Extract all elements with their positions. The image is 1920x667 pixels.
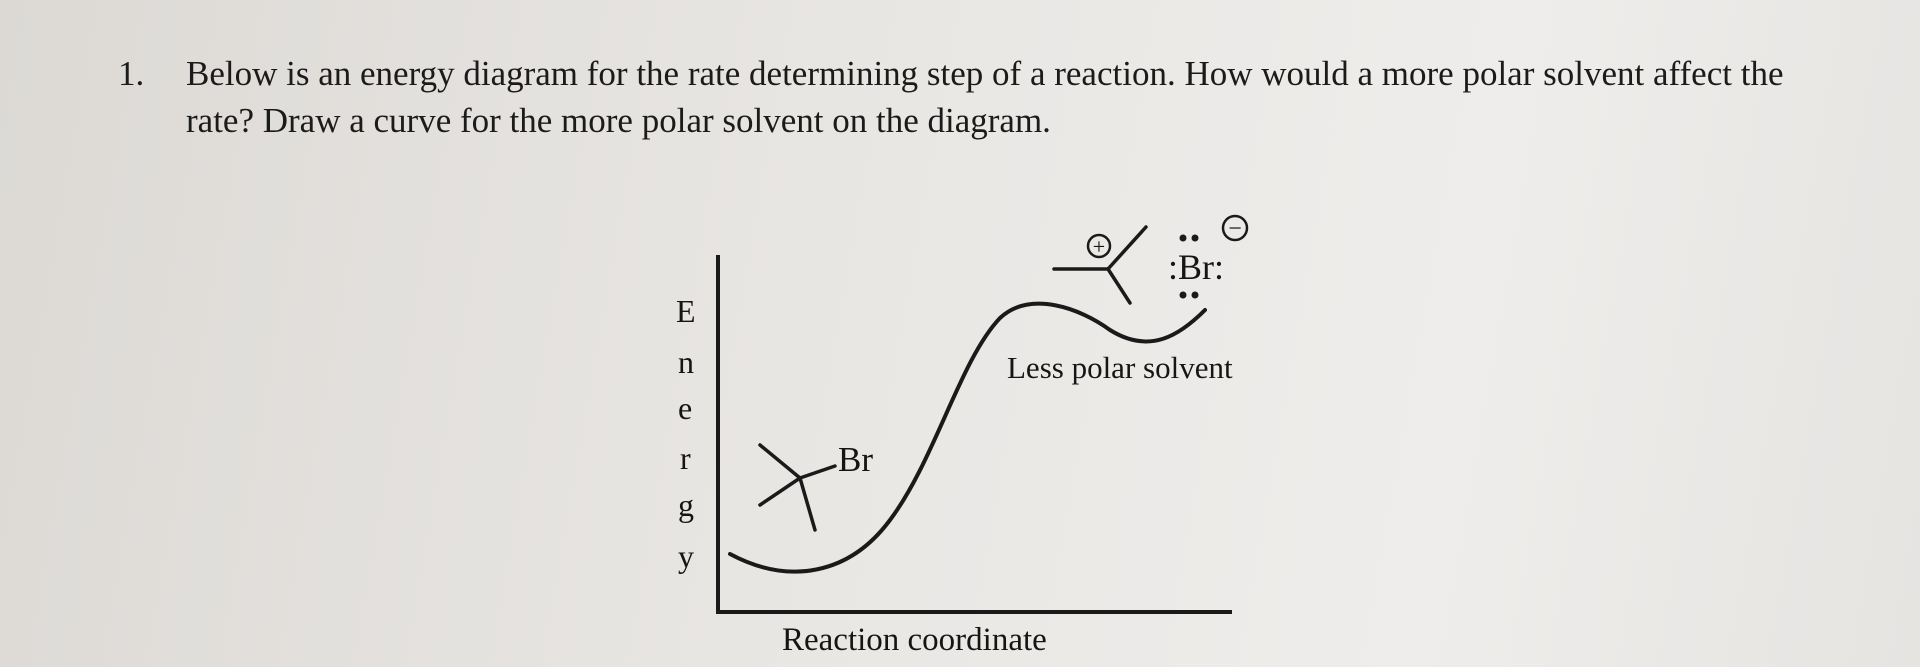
question-number: 1. — [118, 54, 145, 93]
y-axis-letter: e — [678, 390, 692, 426]
y-axis-label: E n e r g y — [676, 293, 696, 574]
reactant-br-label: Br — [838, 440, 873, 479]
bromide-lone-pairs — [1179, 234, 1199, 299]
bromide-label: :Br: — [1168, 247, 1224, 287]
y-axis-letter: g — [678, 487, 694, 523]
x-axis-label: Reaction coordinate — [782, 622, 1047, 658]
y-axis-letter: y — [678, 538, 694, 574]
curve-label: Less polar solvent — [1007, 350, 1233, 385]
reactant-structure — [758, 443, 837, 532]
plus-charge: + — [1086, 233, 1112, 259]
plus-charge-symbol: + — [1093, 234, 1105, 259]
minus-charge: − — [1221, 214, 1249, 242]
carbocation-structure — [1052, 225, 1148, 305]
question-text: Below is an energy diagram for the rate … — [186, 54, 1784, 140]
minus-charge-symbol: − — [1228, 216, 1242, 242]
y-axis-letter: E — [676, 293, 696, 329]
y-axis-letter: n — [678, 344, 694, 380]
energy-curve-less-polar — [728, 301, 1207, 574]
y-axis-letter: r — [680, 440, 691, 476]
